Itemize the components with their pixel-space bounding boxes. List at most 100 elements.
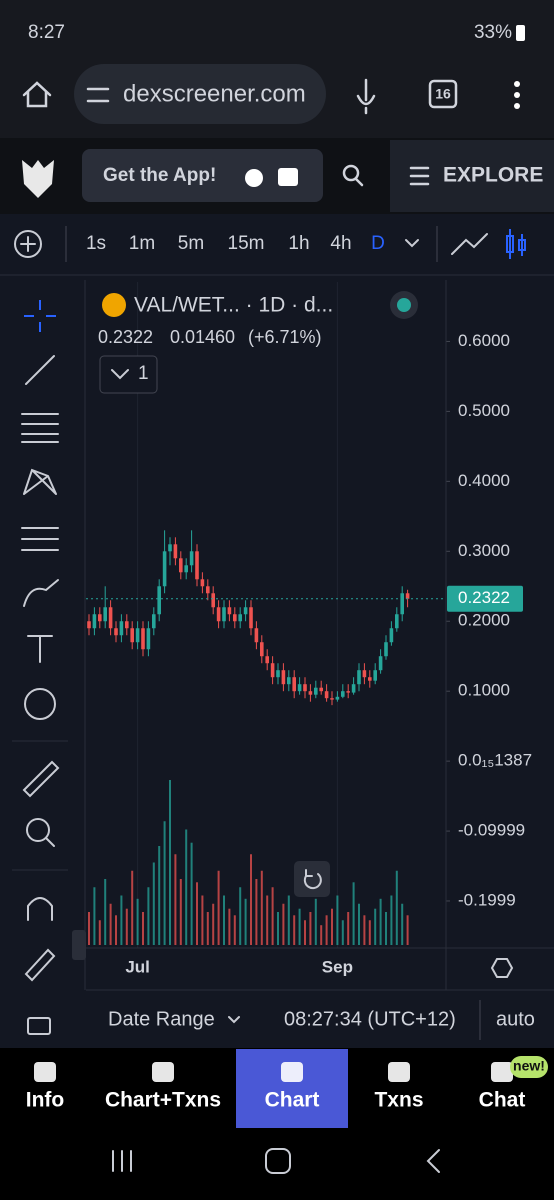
token-icon <box>102 293 126 317</box>
candle-body <box>270 663 275 678</box>
price-label-bg <box>447 585 523 612</box>
candle-body <box>314 687 318 695</box>
volume-bar <box>223 895 225 945</box>
trend-line-tool[interactable] <box>25 355 55 385</box>
volume-bar <box>250 854 252 945</box>
candle-body <box>87 621 91 629</box>
url: dexscreener.com <box>123 80 306 107</box>
y-tick-label: -0.1999 <box>458 890 516 909</box>
candle-body <box>260 642 264 657</box>
candle-body <box>281 670 286 685</box>
fib-tool[interactable] <box>21 413 59 443</box>
pattern-tool[interactable] <box>23 468 57 495</box>
tab-label[interactable]: Chart+Txns <box>105 1089 221 1112</box>
candle-body <box>249 607 253 629</box>
volume-bar <box>374 908 377 945</box>
mic[interactable] <box>356 78 376 115</box>
logo[interactable] <box>22 160 54 198</box>
search[interactable] <box>342 164 360 182</box>
volume-bar <box>104 879 107 945</box>
reset-chart[interactable] <box>294 861 330 897</box>
volume-bar <box>93 887 96 945</box>
text-tool[interactable] <box>27 635 53 663</box>
y-tick-label: 0.6000 <box>458 331 510 350</box>
price-label: 0.2322 <box>458 588 510 607</box>
volume-bar <box>309 912 312 945</box>
volume-bar <box>169 780 171 945</box>
candle-body <box>233 614 237 622</box>
volume-bar <box>185 829 188 945</box>
interval[interactable]: 1m <box>129 233 155 254</box>
volume-bar <box>115 915 117 945</box>
candle-body <box>222 607 226 622</box>
emoji-tool[interactable] <box>24 688 56 720</box>
volume-bar <box>158 846 161 945</box>
site-settings[interactable] <box>86 87 110 103</box>
candle-body <box>341 691 345 697</box>
line-chart-type[interactable] <box>451 233 488 255</box>
volume-bar <box>88 912 90 945</box>
recents[interactable] <box>112 1150 132 1172</box>
candle-body <box>189 551 194 566</box>
crosshair-tool[interactable] <box>24 300 56 332</box>
volume-bar <box>120 895 123 945</box>
candle-body <box>308 691 313 695</box>
tab-label[interactable]: Chat <box>479 1089 526 1112</box>
prediction-tool[interactable] <box>21 527 59 551</box>
volume-bar <box>196 882 198 945</box>
tabs-button[interactable] <box>428 79 458 109</box>
volume-bar <box>163 821 166 945</box>
ruler-tool[interactable] <box>22 760 60 798</box>
volume-bar <box>331 908 333 945</box>
volume-bar <box>98 920 101 945</box>
volume-bar <box>233 915 236 945</box>
tab-count: 16 <box>435 86 451 102</box>
candle-body <box>195 551 199 580</box>
candle-body <box>114 628 118 636</box>
scale-mode[interactable]: auto <box>496 1008 535 1030</box>
interval[interactable]: 5m <box>178 233 204 254</box>
candle-body <box>378 656 383 671</box>
candle-body <box>216 607 221 622</box>
tab-label[interactable]: Chart <box>265 1089 320 1112</box>
candle-chart-type[interactable] <box>506 229 526 259</box>
tab-label[interactable]: Info <box>26 1089 64 1112</box>
home-button[interactable] <box>22 81 52 108</box>
volume-bar <box>125 908 128 945</box>
get-app-button[interactable] <box>82 149 323 202</box>
interval-dropdown[interactable] <box>405 239 419 248</box>
date-range[interactable]: Date Range <box>108 1008 215 1030</box>
candle-body <box>373 670 377 681</box>
zoom-tool[interactable] <box>26 818 50 842</box>
collapse-tools[interactable] <box>72 930 86 960</box>
interval[interactable]: 1h <box>288 233 309 254</box>
status-time: 8:27 <box>28 22 65 43</box>
volume-bar <box>320 925 323 945</box>
interval[interactable]: 4h <box>330 233 351 254</box>
url-bar[interactable] <box>74 64 326 124</box>
candle-body <box>168 544 172 552</box>
magnet-tool[interactable] <box>27 897 53 921</box>
interval[interactable]: 15m <box>228 233 265 254</box>
volume-bar <box>347 912 350 945</box>
candle-body <box>362 670 367 678</box>
interval[interactable]: 1s <box>86 233 106 254</box>
back[interactable] <box>426 1149 440 1173</box>
volume-bar <box>336 895 339 945</box>
tab-label[interactable]: Txns <box>374 1089 423 1112</box>
lock-drawings[interactable] <box>24 948 56 982</box>
home[interactable] <box>265 1148 291 1174</box>
unlock-tool[interactable] <box>27 1017 51 1035</box>
volume-bar <box>174 854 177 945</box>
legend-toggle[interactable] <box>99 355 158 394</box>
candle-body <box>227 607 232 615</box>
volume-bar <box>271 887 274 945</box>
volume-bar <box>152 862 155 945</box>
interval[interactable]: D <box>371 233 385 254</box>
volume-bar <box>109 903 112 945</box>
chart-settings[interactable] <box>490 958 514 978</box>
brush-tool[interactable] <box>23 579 59 607</box>
add-indicator[interactable] <box>14 230 42 258</box>
menu[interactable] <box>514 81 520 109</box>
candle-body <box>292 677 296 692</box>
